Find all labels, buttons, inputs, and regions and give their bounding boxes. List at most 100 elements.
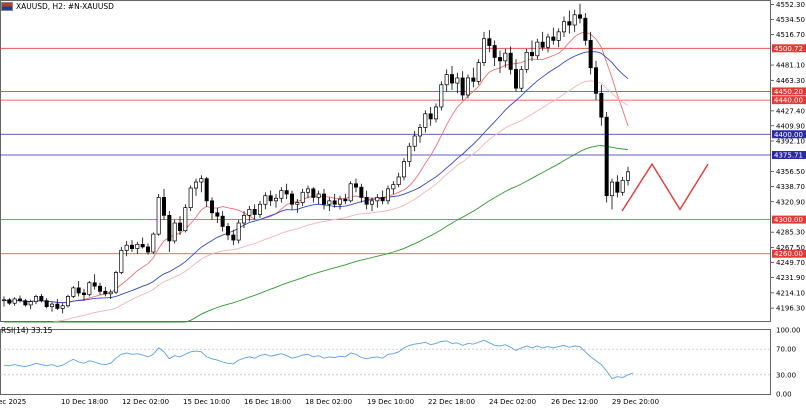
candle-body [588,40,593,69]
candle-body [327,200,332,205]
candle-body [305,188,311,193]
y-tick-label: 4231.90 [776,274,805,282]
candle-body [12,298,17,304]
candle-body [391,184,396,190]
x-tick-label: 26 Dec 12:00 [551,398,598,406]
candle-body [241,214,247,224]
y-tick-label: 4214.10 [776,289,805,297]
candle-body [348,183,353,202]
candle-body [535,41,540,57]
candle-body [188,187,193,209]
y-tick-label: 4249.70 [776,259,805,267]
candle-body [215,212,220,217]
rsi-label: RSI(14) 33.15 [1,326,53,335]
eu-us-flag-icon [1,2,13,11]
candle-body [284,190,289,195]
candle-body [455,77,460,84]
x-tick-label: 15 Dec 10:00 [183,398,230,406]
candle-body [407,145,412,162]
candle-body [433,106,439,120]
y-tick-label: 4516.70 [776,31,805,39]
rsi-tick-label: 70.00 [776,346,796,354]
candle-body [343,198,348,202]
candle-body [167,214,172,242]
candle-body [161,197,167,216]
price-tag-label: 4500.72 [774,45,803,53]
candle-body [316,193,321,198]
candle-body [545,36,551,48]
y-tick-label: 4320.90 [776,198,805,206]
rsi-plot-frame [0,329,771,395]
candle-body [279,190,284,199]
candle-body [599,92,604,118]
candle-body [263,195,268,205]
x-tick-label: 12 Dec 02:00 [122,398,169,406]
x-tick-label: 19 Dec 10:00 [367,398,414,406]
candle-body [385,188,391,202]
y-tick-label: 4427.40 [776,107,805,115]
candle-body [567,21,572,26]
price-tag-label: 4300.00 [774,216,803,224]
candle-body [487,38,492,46]
candle-body [625,171,631,181]
candle-body [561,21,567,33]
candle-body [583,17,588,41]
ma-slow-line [4,80,629,323]
candle-body [529,51,535,57]
candle-body [321,193,327,205]
candle-body [124,244,129,251]
candle-body [359,186,364,198]
y-tick-label: 4392.10 [776,138,805,146]
candle-body [23,300,28,306]
y-tick-label: 4409.90 [776,122,805,130]
candle-body [519,69,524,89]
candle-body [396,176,401,185]
candle-body [417,127,423,137]
candle-body [273,197,279,202]
candle-body [209,200,215,214]
candle-body [60,305,65,309]
x-tick-label: 24 Dec 02:00 [489,398,536,406]
rsi-tick-label: 0.00 [776,391,792,399]
price-tag-box [772,150,806,159]
price-tag-box [772,130,806,139]
candle-body [183,207,188,232]
candle-body [247,209,252,216]
candle-body [33,296,39,302]
candle-body [44,300,49,307]
candle-body [439,84,444,108]
y-tick-label: 4481.10 [776,62,805,70]
y-tick-label: 4356.50 [776,168,805,176]
candle-body [332,200,337,205]
candle-body [113,272,119,293]
candle-body [193,181,199,189]
candle-body [423,113,428,128]
candle-body [1,299,7,302]
candle-body [225,226,231,236]
candle-body [145,246,151,253]
candle-body [172,222,177,242]
candle-body [92,282,97,287]
chart-title: XAUUSD, H2: #N-XAUUSD [1,0,114,13]
candle-body [156,197,161,235]
symbol-title: XAUUSD, H2: #N-XAUUSD [16,2,114,11]
rsi-tick-label: 100.00 [776,327,801,335]
candle-body [449,74,455,84]
candle-body [460,77,465,96]
price-tag-label: 4440.00 [774,97,803,105]
candle-body [119,249,124,273]
candle-body [401,161,407,178]
candle-body [103,290,108,295]
candle-body [337,198,343,205]
candle-body [268,195,273,202]
price-tag-label: 4450.20 [774,88,803,96]
candle-body [609,181,615,197]
candle-body [508,52,513,70]
x-tick-label: 16 Dec 18:00 [244,398,291,406]
candle-body [257,203,263,215]
price-tag-label: 4260.00 [774,250,803,258]
candle-body [428,113,433,120]
candle-body [503,52,508,62]
